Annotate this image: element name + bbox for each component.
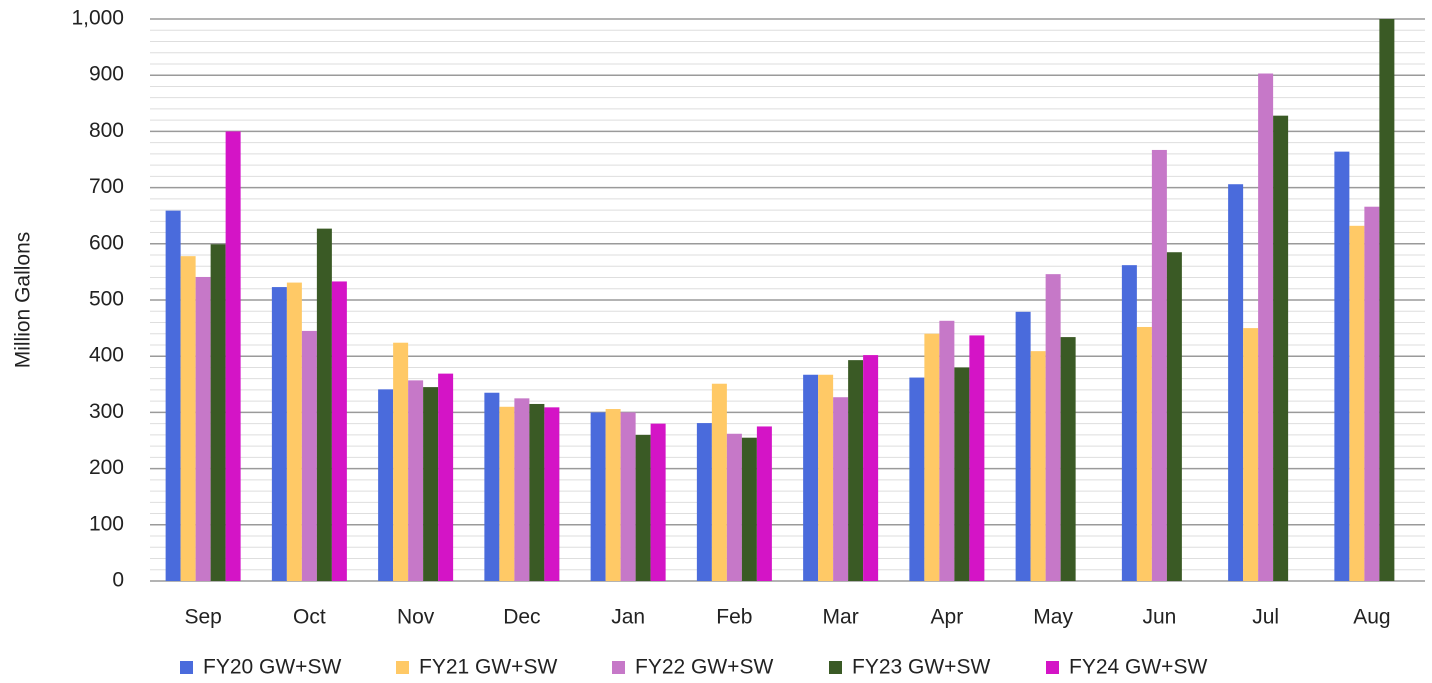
bar [1243, 328, 1259, 581]
bar [225, 131, 241, 581]
y-axis-label: Million Gallons [12, 232, 35, 369]
bar [924, 333, 940, 581]
bar [909, 377, 925, 581]
bar [393, 342, 409, 581]
x-tick-label: Aug [1353, 606, 1390, 629]
bar [438, 373, 454, 581]
bar [1136, 326, 1152, 581]
bar [544, 407, 560, 581]
x-tick-label: Mar [823, 606, 859, 629]
y-tick-label: 100 [89, 512, 124, 535]
bar [1273, 115, 1289, 581]
x-tick-label: May [1033, 606, 1073, 629]
bar [1228, 184, 1244, 581]
y-tick-label: 200 [89, 456, 124, 479]
legend-swatch [612, 661, 625, 674]
bar [1151, 149, 1167, 582]
bar [271, 287, 287, 581]
bar [833, 397, 849, 581]
bar [1379, 19, 1395, 581]
legend-swatch [1046, 661, 1059, 674]
bar [1015, 311, 1031, 581]
legend-label: FY23 GW+SW [852, 656, 990, 679]
legend-swatch [396, 661, 409, 674]
x-tick-label: Apr [931, 606, 964, 629]
bar [423, 387, 439, 581]
bar [590, 412, 606, 581]
y-tick-label: 500 [89, 288, 124, 311]
bar [331, 281, 347, 581]
y-tick-label: 400 [89, 344, 124, 367]
bar [1030, 351, 1046, 581]
x-tick-label: Jul [1252, 606, 1279, 629]
bar [939, 320, 955, 581]
x-tick-label: Feb [716, 606, 752, 629]
bar [741, 437, 757, 581]
bar [378, 389, 394, 581]
legend-label: FY21 GW+SW [419, 656, 557, 679]
bar [969, 335, 985, 581]
bar [316, 228, 332, 581]
y-tick-label: 1,000 [71, 7, 124, 30]
bar [711, 383, 727, 581]
bar [499, 406, 515, 581]
bar [1364, 206, 1380, 581]
y-tick-label: 0 [112, 569, 124, 592]
bar [635, 434, 651, 581]
bar [408, 380, 424, 581]
legend-label: FY20 GW+SW [203, 656, 341, 679]
bar [1166, 252, 1182, 582]
bar [301, 330, 317, 581]
bar [818, 374, 834, 581]
bar [195, 276, 211, 581]
x-tick-label: Dec [503, 606, 540, 629]
x-tick-label: Jun [1142, 606, 1176, 629]
bar [514, 398, 530, 581]
bar [863, 355, 879, 581]
bar [210, 244, 226, 581]
bar [1258, 73, 1274, 581]
x-tick-label: Nov [397, 606, 435, 629]
bar [848, 360, 864, 581]
bar [726, 433, 742, 581]
legend-label: FY22 GW+SW [635, 656, 773, 679]
legend-swatch [180, 661, 193, 674]
bar [620, 412, 636, 581]
bar [650, 423, 666, 581]
y-tick-label: 800 [89, 119, 124, 142]
bar [605, 409, 621, 581]
bar [803, 374, 819, 581]
y-tick-label: 700 [89, 175, 124, 198]
y-tick-label: 600 [89, 231, 124, 254]
x-tick-label: Oct [293, 606, 326, 629]
y-tick-label: 300 [89, 400, 124, 423]
bar [529, 403, 545, 581]
bar [286, 282, 302, 581]
bar [696, 423, 712, 581]
bar [1121, 265, 1137, 581]
legend-label: FY24 GW+SW [1069, 656, 1207, 679]
x-tick-label: Sep [184, 606, 221, 629]
bar [1349, 225, 1365, 582]
bar [180, 256, 196, 581]
bar [165, 210, 181, 581]
y-tick-label: 900 [89, 63, 124, 86]
bar [954, 367, 970, 581]
bar [484, 392, 500, 581]
x-tick-label: Jan [611, 606, 645, 629]
bar [1334, 151, 1350, 581]
bar [1045, 274, 1061, 581]
legend-swatch [829, 661, 842, 674]
bar [1060, 337, 1076, 581]
bar [756, 426, 772, 581]
